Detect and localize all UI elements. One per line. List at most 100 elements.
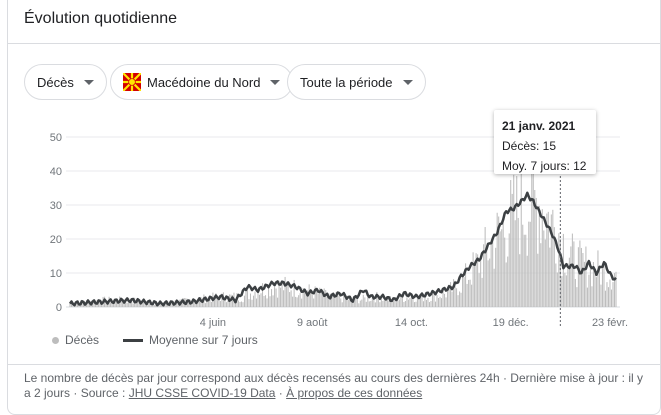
bar: [131, 301, 133, 307]
bar: [284, 276, 286, 307]
bar: [415, 301, 417, 307]
bar: [317, 293, 319, 307]
metric-label: Décès: [37, 74, 74, 90]
tooltip-average: Moy. 7 jours: 12: [502, 159, 587, 173]
bar: [519, 254, 521, 307]
bar: [215, 293, 217, 307]
bar: [604, 290, 606, 307]
source-link[interactable]: JHU CSSE COVID-19 Data: [128, 385, 276, 400]
bar: [431, 293, 434, 307]
bar: [198, 297, 200, 307]
bar: [95, 303, 97, 307]
footer-separator: ·: [70, 385, 81, 400]
bar: [377, 296, 379, 307]
bar: [576, 287, 578, 307]
bar: [69, 303, 71, 307]
bar: [332, 292, 334, 307]
bar: [322, 294, 324, 307]
legend-bars-swatch: [52, 336, 59, 344]
bar: [326, 296, 328, 307]
bar: [192, 301, 194, 307]
bar: [243, 295, 246, 307]
bar: [316, 290, 318, 307]
bar: [493, 268, 495, 307]
bar: [430, 300, 432, 307]
bar: [534, 189, 536, 307]
bar: [93, 299, 95, 307]
legend-line-swatch: [123, 338, 144, 342]
y-tick-label: 30: [50, 200, 62, 212]
y-tick-label: 10: [50, 268, 62, 280]
bar: [292, 296, 294, 307]
bar: [460, 292, 462, 307]
bar: [116, 301, 118, 307]
period-dropdown[interactable]: Toute la période: [287, 64, 426, 100]
bar: [425, 299, 428, 307]
legend-line-label: Moyenne sur 7 jours: [149, 333, 258, 347]
bar: [424, 297, 426, 307]
footer-separator: ·: [275, 385, 287, 400]
bar: [122, 302, 124, 307]
bar: [242, 302, 244, 307]
period-label: Toute la période: [300, 74, 393, 90]
bar: [191, 303, 193, 307]
bar: [120, 300, 122, 307]
bar: [254, 291, 256, 307]
bar: [313, 298, 315, 307]
bar: [290, 290, 292, 307]
bar: [301, 298, 303, 307]
bar: [556, 272, 558, 307]
bar: [320, 291, 322, 307]
bar: [525, 234, 527, 307]
bar: [161, 304, 163, 307]
bar: [287, 283, 289, 307]
bar: [128, 298, 130, 307]
bar: [286, 281, 288, 307]
bar: [540, 243, 542, 307]
chart-legend: Décès Moyenne sur 7 jours: [52, 333, 258, 347]
bar: [219, 301, 221, 307]
footer-separator: ·: [499, 371, 511, 385]
bar: [496, 212, 498, 307]
bar: [355, 297, 357, 307]
bar: [573, 241, 575, 307]
footer-updated: Dernière mise à jour : il y a 2 jours: [24, 371, 644, 400]
bar: [344, 298, 346, 307]
bar: [239, 301, 241, 307]
bar: [469, 279, 471, 307]
bar: [522, 224, 524, 307]
about-data-link[interactable]: À propos de ces données: [286, 385, 423, 400]
bar: [434, 301, 437, 307]
bar: [323, 288, 325, 307]
bar: [481, 277, 483, 307]
bar: [561, 276, 563, 307]
bar: [472, 252, 474, 307]
chevron-down-icon: [270, 79, 281, 85]
bar: [209, 298, 211, 307]
bar: [403, 302, 405, 307]
bar: [258, 294, 261, 307]
bar: [547, 211, 549, 307]
bar: [498, 216, 500, 307]
bar: [567, 263, 569, 307]
bar: [586, 287, 588, 307]
header-divider: [7, 43, 661, 44]
bar: [331, 293, 333, 307]
bar: [537, 253, 539, 307]
x-tick-label: 14 oct.: [395, 317, 428, 329]
bar: [72, 304, 74, 307]
country-dropdown[interactable]: Macédoine du Nord: [110, 64, 294, 100]
bar: [206, 299, 208, 307]
bar: [421, 292, 423, 307]
x-tick-label: 23 févr.: [592, 317, 628, 329]
bar: [268, 284, 270, 307]
bar: [138, 301, 140, 307]
bar: [555, 263, 557, 307]
bar: [507, 256, 509, 307]
bar: [305, 292, 307, 307]
metric-dropdown[interactable]: Décès: [24, 64, 107, 100]
bar: [343, 293, 345, 307]
y-tick-label: 20: [50, 234, 62, 246]
bar: [328, 295, 330, 307]
